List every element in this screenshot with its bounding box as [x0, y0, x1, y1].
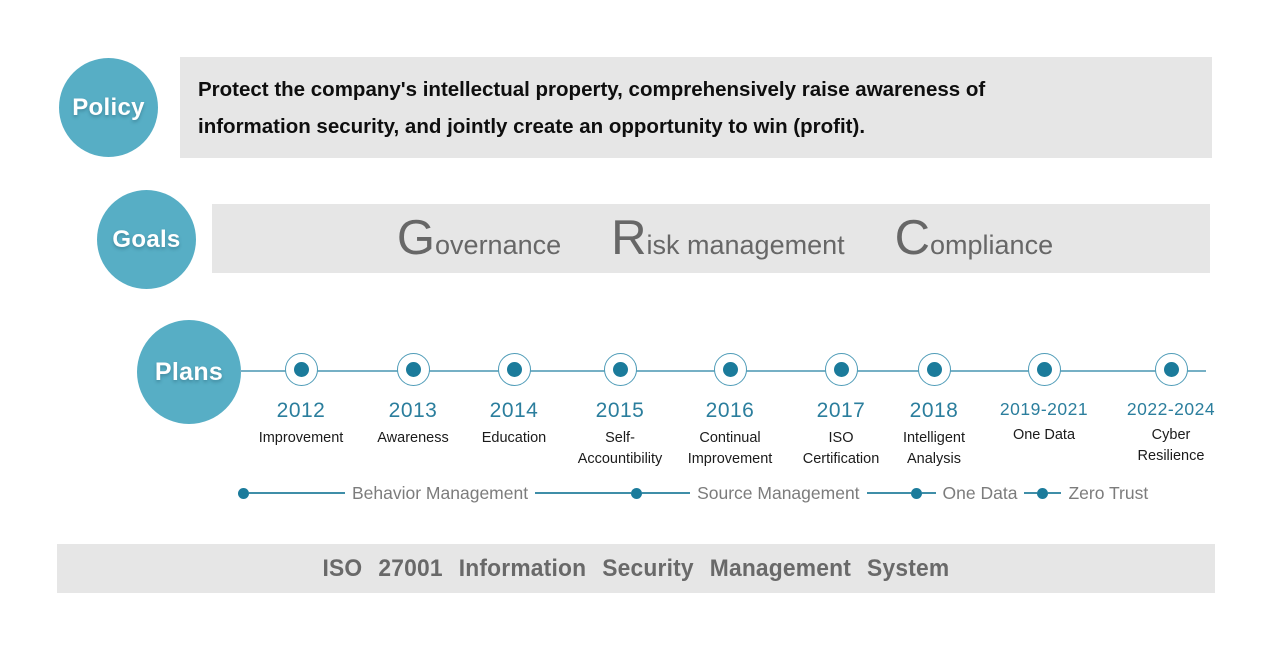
milestone-dot-icon	[293, 362, 309, 377]
goal-initial: G	[396, 211, 436, 265]
timeline-milestone: 2022-2024 Cyber Resilience	[1101, 353, 1241, 467]
timeline-milestone: 2013 Awareness	[343, 353, 483, 449]
plans-bubble-label: Plans	[154, 357, 224, 386]
milestone-label: Improvement	[258, 430, 344, 446]
phase-label: Zero Trust	[1068, 482, 1149, 503]
phase-line	[642, 492, 691, 494]
milestone-label: Self- Accountibility	[577, 430, 663, 467]
milestone-dot-icon	[1163, 362, 1179, 377]
phase-dot-icon	[238, 487, 249, 499]
goal-rest: isk management	[646, 230, 845, 260]
phase-line	[249, 492, 345, 494]
milestone-year: 2022-2024	[1126, 399, 1216, 419]
milestone-ring-icon	[284, 353, 318, 386]
policy-statement-text: Protect the company's intellectual prope…	[198, 77, 986, 138]
goal-rest: overnance	[435, 230, 562, 260]
milestone-ring-icon	[497, 353, 531, 386]
goal-rest: ompliance	[930, 230, 1054, 260]
phase-dot-icon	[1037, 487, 1049, 499]
milestone-label: One Data	[1012, 427, 1076, 443]
milestone-ring-icon	[713, 353, 747, 386]
milestone-dot-icon	[833, 362, 849, 377]
footer-title: ISO 27001 Information Security Managemen…	[322, 554, 950, 582]
phase-dot-icon	[910, 487, 922, 499]
policy-bubble-label: Policy	[72, 93, 145, 121]
milestone-dot-icon	[722, 362, 738, 377]
milestone-dot-icon	[405, 362, 421, 377]
milestone-label: Continual Improvement	[687, 430, 773, 467]
timeline-milestone: 2012 Improvement	[231, 353, 371, 449]
milestone-year: 2016	[705, 399, 755, 422]
phase-line	[921, 492, 936, 494]
milestone-year: 2019-2021	[999, 399, 1089, 419]
timeline-milestone: 2015 Self- Accountibility	[550, 353, 690, 470]
milestone-label: Education	[481, 430, 547, 446]
goals-panel: Governance Risk management Compliance	[212, 204, 1210, 273]
goals-bubble: Goals	[97, 190, 196, 289]
milestone-year: 2014	[489, 399, 539, 422]
milestone-dot-icon	[926, 362, 942, 377]
footer-panel: ISO 27001 Information Security Managemen…	[57, 544, 1215, 593]
milestone-year: 2018	[909, 399, 959, 422]
goal-initial: R	[611, 211, 647, 265]
phase-line	[1024, 492, 1038, 494]
timeline-milestone: 2016 Continual Improvement	[660, 353, 800, 470]
milestone-ring-icon	[396, 353, 430, 386]
phase-line	[1048, 492, 1062, 494]
timeline-milestone: 2018 Intelligent Analysis	[864, 353, 1004, 470]
policy-bubble: Policy	[59, 58, 158, 157]
milestone-year: 2013	[388, 399, 438, 422]
goal-initial: C	[894, 211, 931, 265]
milestone-ring-icon	[1027, 353, 1061, 386]
milestone-label: Cyber Resilience	[1137, 427, 1205, 464]
phase-label: Behavior Management	[352, 482, 529, 503]
milestone-label: ISO Certification	[802, 430, 880, 467]
timeline-milestone: 2019-2021 One Data	[974, 353, 1114, 446]
phase-label: One Data	[942, 482, 1018, 503]
plans-bubble: Plans	[137, 320, 241, 424]
milestone-ring-icon	[1154, 353, 1188, 386]
phases-row: Behavior Management Source Management On…	[238, 482, 1155, 504]
phase-line	[866, 492, 911, 494]
goals-bubble-label: Goals	[112, 225, 181, 253]
goal-item: Compliance	[895, 214, 1053, 263]
milestone-ring-icon	[917, 353, 951, 386]
phase-dot-icon	[631, 487, 643, 499]
policy-statement-panel: Protect the company's intellectual prope…	[180, 57, 1212, 158]
milestone-year: 2015	[595, 399, 645, 422]
phase-label: Source Management	[697, 482, 860, 503]
milestone-dot-icon	[1036, 362, 1052, 377]
milestone-year: 2017	[816, 399, 866, 422]
milestone-dot-icon	[612, 362, 628, 377]
milestone-label: Intelligent Analysis	[902, 430, 966, 467]
goal-item: Governance	[397, 214, 561, 263]
milestone-ring-icon	[603, 353, 637, 386]
timeline-milestone: 2014 Education	[444, 353, 584, 449]
milestone-dot-icon	[506, 362, 522, 377]
goal-item: Risk management	[611, 214, 845, 263]
milestone-label: Awareness	[377, 430, 449, 446]
milestone-ring-icon	[824, 353, 858, 386]
phase-line	[535, 492, 632, 494]
milestone-year: 2012	[276, 399, 326, 422]
timeline-milestone: 2017 ISO Certification	[771, 353, 911, 470]
